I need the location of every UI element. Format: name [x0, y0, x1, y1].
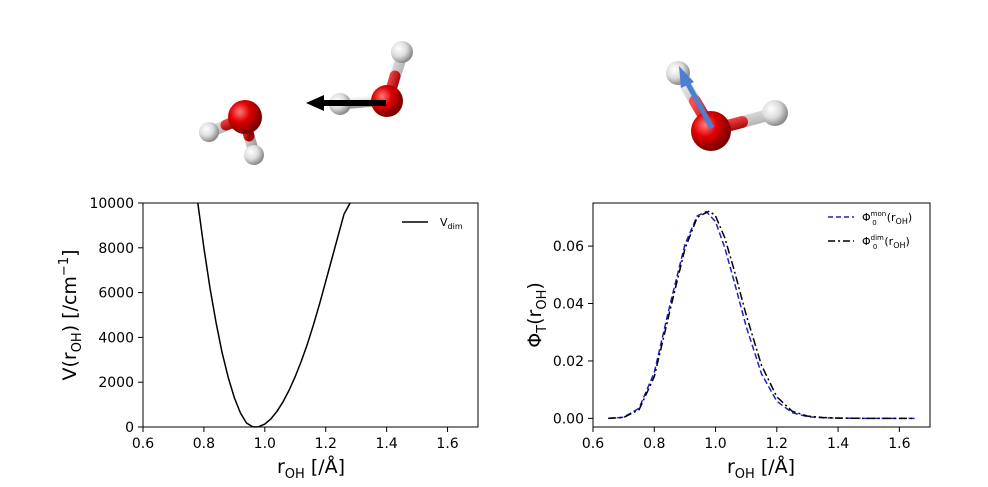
y-tick-label: 2000	[98, 375, 134, 391]
x-tick-label: 1.0	[704, 436, 726, 452]
x-tick-label: 1.4	[827, 436, 849, 452]
x-tick-label: 1.0	[254, 436, 276, 452]
x-tick-label: 0.6	[132, 436, 154, 452]
x-tick-label: 0.6	[582, 436, 604, 452]
wavefunction-plot: 0.6 0.8 1.0 1.2 1.4 1.6 0.00 0.02 0.04 0.06 Φmon…	[524, 202, 931, 482]
hydrogen-atom	[762, 100, 788, 126]
oxygen-atom	[371, 85, 403, 117]
legend: Φmon 0 (rOH) Φdim 0 (rOH)	[828, 210, 912, 251]
water-dimer-illustration	[199, 41, 413, 165]
y-tick-label: 4000	[98, 330, 134, 346]
x-tick-label: 1.2	[315, 436, 337, 452]
legend: Vdim	[402, 216, 463, 231]
legend-label-mon: Φmon 0 (rOH)	[862, 210, 912, 227]
plot-lines	[608, 210, 915, 420]
water-monomer-illustration	[666, 61, 788, 151]
water-molecule-right	[306, 41, 413, 117]
x-tick-label: 0.8	[643, 436, 665, 452]
arrow-head-icon	[679, 66, 694, 88]
x-tick-label: 1.6	[436, 436, 458, 452]
legend-label-dim: Φdim 0 (rOH)	[862, 234, 910, 251]
x-ticks: 0.6 0.8 1.0 1.2 1.4 1.6	[132, 427, 459, 452]
plot-lines	[197, 202, 351, 428]
y-tick-label: 10000	[89, 196, 134, 212]
y-ticks: 0.00 0.02 0.04 0.06	[553, 239, 593, 427]
y-axis-label: V(rOH) [/cm−1]	[57, 249, 85, 380]
x-axis-label: rOH [/Å]	[727, 455, 795, 482]
x-tick-label: 1.4	[376, 436, 398, 452]
x-tick-label: 1.6	[888, 436, 910, 452]
series-line-dashdot	[608, 210, 915, 420]
plot-frame	[592, 202, 931, 428]
y-tick-label: 8000	[98, 241, 134, 257]
hydrogen-atom	[244, 145, 264, 165]
y-tick-label: 6000	[98, 286, 134, 302]
y-ticks: 0 2000 4000 6000 8000 10000	[89, 196, 143, 436]
y-tick-label: 0.00	[553, 411, 584, 427]
potential-plot: 0.6 0.8 1.0 1.2 1.4 1.6 0 2000 4000 6000 8000 1000…	[57, 196, 479, 482]
legend-label-vdim: Vdim	[440, 216, 463, 231]
hydrogen-atom	[391, 41, 413, 63]
stretch-arrow	[685, 82, 715, 130]
oxygen-atom	[691, 111, 731, 151]
y-tick-label: 0	[125, 420, 134, 436]
water-molecule-left	[199, 100, 264, 165]
oxygen-atom	[228, 100, 262, 134]
hydrogen-atom	[199, 122, 219, 142]
x-tick-label: 0.8	[193, 436, 215, 452]
y-tick-label: 0.02	[553, 354, 584, 370]
x-ticks: 0.6 0.8 1.0 1.2 1.4 1.6	[582, 427, 911, 452]
plot-frame	[142, 202, 479, 428]
series-line-solid	[197, 202, 351, 428]
x-tick-label: 1.2	[766, 436, 788, 452]
y-tick-label: 0.06	[553, 239, 584, 255]
y-axis-label: ΦT(rOH)	[524, 282, 550, 348]
x-axis-label: rOH [/Å]	[277, 455, 345, 482]
y-tick-label: 0.04	[553, 297, 584, 313]
arrow-head-icon	[306, 95, 324, 111]
